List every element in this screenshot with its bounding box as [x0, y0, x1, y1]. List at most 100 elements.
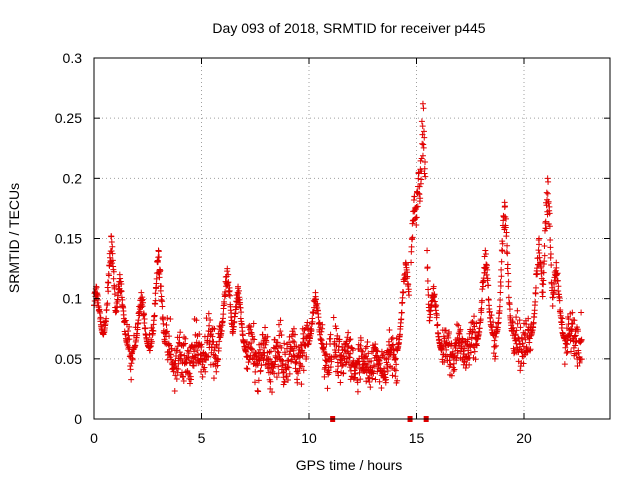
data-point — [335, 372, 342, 379]
data-point — [376, 360, 383, 367]
data-point — [138, 289, 145, 296]
data-point — [540, 277, 547, 284]
data-point — [151, 312, 158, 319]
data-point — [409, 234, 416, 241]
data-point — [446, 328, 453, 335]
data-point — [415, 175, 422, 182]
data-point — [118, 288, 125, 295]
data-point — [334, 368, 341, 375]
data-point — [572, 332, 579, 339]
data-point — [514, 307, 521, 314]
y-axis-label: SRMTID / TECUs — [6, 183, 22, 293]
x-tick-label: 15 — [409, 430, 425, 446]
data-point — [159, 303, 166, 310]
data-point — [347, 350, 354, 357]
data-point — [502, 224, 509, 231]
x-tick-label: 0 — [90, 430, 98, 446]
data-point — [254, 387, 261, 394]
data-point — [413, 203, 420, 210]
data-point — [441, 359, 448, 366]
data-point — [551, 287, 558, 294]
data-point — [227, 307, 234, 314]
data-point — [505, 278, 512, 285]
data-point — [453, 354, 460, 361]
data-point — [477, 316, 484, 323]
data-point — [272, 358, 279, 365]
data-point — [382, 371, 389, 378]
data-point — [207, 317, 214, 324]
data-point — [272, 354, 279, 361]
data-point — [186, 380, 193, 387]
data-point — [346, 354, 353, 361]
data-point — [335, 343, 342, 350]
data-point — [365, 350, 372, 357]
data-point — [374, 368, 381, 375]
data-point — [415, 169, 422, 176]
data-point — [226, 292, 233, 299]
data-point — [392, 355, 399, 362]
data-point — [541, 258, 548, 265]
data-point — [246, 356, 253, 363]
data-point — [356, 369, 363, 376]
data-point — [128, 360, 135, 367]
data-point — [376, 378, 383, 385]
data-point — [126, 336, 133, 343]
data-point — [326, 369, 333, 376]
data-point — [245, 344, 252, 351]
data-point — [202, 368, 209, 375]
data-point — [156, 254, 163, 261]
data-point — [180, 377, 187, 384]
data-point — [442, 327, 449, 334]
data-point — [243, 365, 250, 372]
data-point — [548, 262, 555, 269]
data-point — [363, 343, 370, 350]
data-point — [308, 327, 315, 334]
data-point — [540, 269, 547, 276]
data-point — [420, 141, 427, 148]
data-point — [492, 342, 499, 349]
data-point — [210, 338, 217, 345]
data-point — [378, 385, 385, 392]
data-point — [484, 275, 491, 282]
data-point — [109, 260, 116, 267]
data-point — [512, 331, 519, 338]
data-point — [419, 131, 426, 138]
data-point — [156, 274, 163, 281]
y-tick-label: 0 — [74, 411, 82, 427]
data-point — [185, 348, 192, 355]
x-axis-label: GPS time / hours — [296, 457, 403, 473]
data-point — [472, 356, 479, 363]
data-point — [376, 357, 383, 364]
data-point — [103, 315, 110, 322]
data-point — [178, 369, 185, 376]
data-point — [132, 342, 139, 349]
data-point — [267, 378, 274, 385]
data-point — [565, 316, 572, 323]
data-point — [260, 357, 267, 364]
data-point — [247, 326, 254, 333]
data-point — [245, 330, 252, 337]
data-point — [249, 333, 256, 340]
data-point — [433, 302, 440, 309]
y-tick-label: 0.05 — [55, 351, 82, 367]
data-point — [290, 347, 297, 354]
data-point — [471, 348, 478, 355]
data-point — [505, 294, 512, 301]
data-point — [497, 297, 504, 304]
data-point — [191, 348, 198, 355]
data-point — [235, 283, 242, 290]
data-point — [238, 309, 245, 316]
data-point — [483, 271, 490, 278]
data-point — [119, 296, 126, 303]
data-point — [199, 373, 206, 380]
data-point — [496, 303, 503, 310]
data-point — [267, 348, 274, 355]
data-point — [449, 348, 456, 355]
data-point — [572, 342, 579, 349]
data-point — [135, 317, 142, 324]
data-point — [564, 341, 571, 348]
data-point — [364, 355, 371, 362]
data-point — [419, 152, 426, 159]
data-point — [391, 366, 398, 373]
data-point — [194, 347, 201, 354]
